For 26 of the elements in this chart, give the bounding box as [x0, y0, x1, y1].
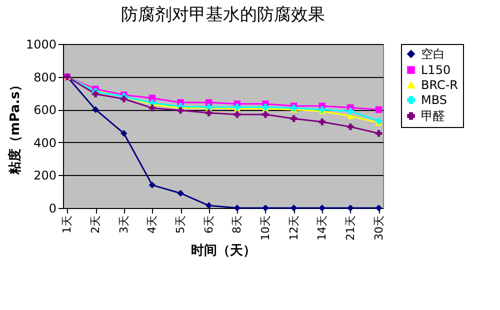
- y-axis-title: 粘度（mPa.s）: [6, 78, 23, 176]
- y-tick-label: 400: [34, 136, 56, 150]
- legend-label: L150: [421, 63, 451, 77]
- x-tick-label: 4天: [146, 216, 159, 234]
- x-tick-label: 21天: [344, 216, 357, 240]
- legend-label: MBS: [421, 93, 447, 107]
- y-tick-label: 1000: [26, 38, 56, 52]
- y-tick-label: 800: [34, 70, 56, 84]
- y-tick-label: 0: [48, 202, 56, 216]
- x-tick-label: 6天: [202, 216, 216, 234]
- x-tick-label: 2天: [89, 216, 102, 234]
- x-tick-label: 12天: [287, 216, 300, 240]
- legend-label: BRC-R: [421, 78, 458, 92]
- y-tick-label: 200: [34, 168, 56, 183]
- x-tick-label: 14天: [316, 216, 329, 240]
- x-tick-label: 30天: [372, 216, 386, 240]
- x-tick-label: 1天: [60, 216, 74, 234]
- x-tick-label: 8天: [230, 216, 244, 234]
- legend-label: 空白: [421, 47, 445, 61]
- chart-title: 防腐剂对甲基水的防腐效果: [121, 5, 325, 25]
- x-tick-label: 5天: [174, 216, 188, 234]
- x-tick-label: 10天: [258, 216, 272, 240]
- x-tick-label: 3天: [117, 216, 130, 234]
- y-tick-label: 600: [34, 103, 56, 118]
- legend-label: 甲醛: [421, 109, 445, 123]
- x-axis-title: 时间（天）: [191, 243, 256, 258]
